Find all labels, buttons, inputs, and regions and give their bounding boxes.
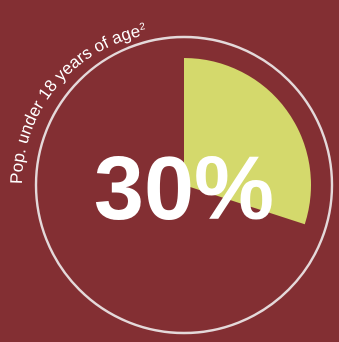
pie-slice: [184, 58, 311, 225]
title-footnote: 2: [139, 21, 147, 33]
center-value: 30%: [94, 139, 274, 239]
outer-ring: [34, 35, 334, 335]
